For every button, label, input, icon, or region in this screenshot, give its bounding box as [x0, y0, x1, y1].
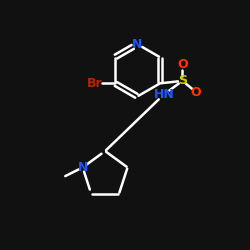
- Text: N: N: [132, 38, 142, 51]
- Text: O: O: [177, 58, 188, 71]
- Text: HN: HN: [154, 88, 174, 101]
- Text: S: S: [178, 74, 187, 87]
- Text: O: O: [191, 86, 202, 98]
- Text: N: N: [78, 161, 88, 174]
- Text: Br: Br: [87, 77, 103, 90]
